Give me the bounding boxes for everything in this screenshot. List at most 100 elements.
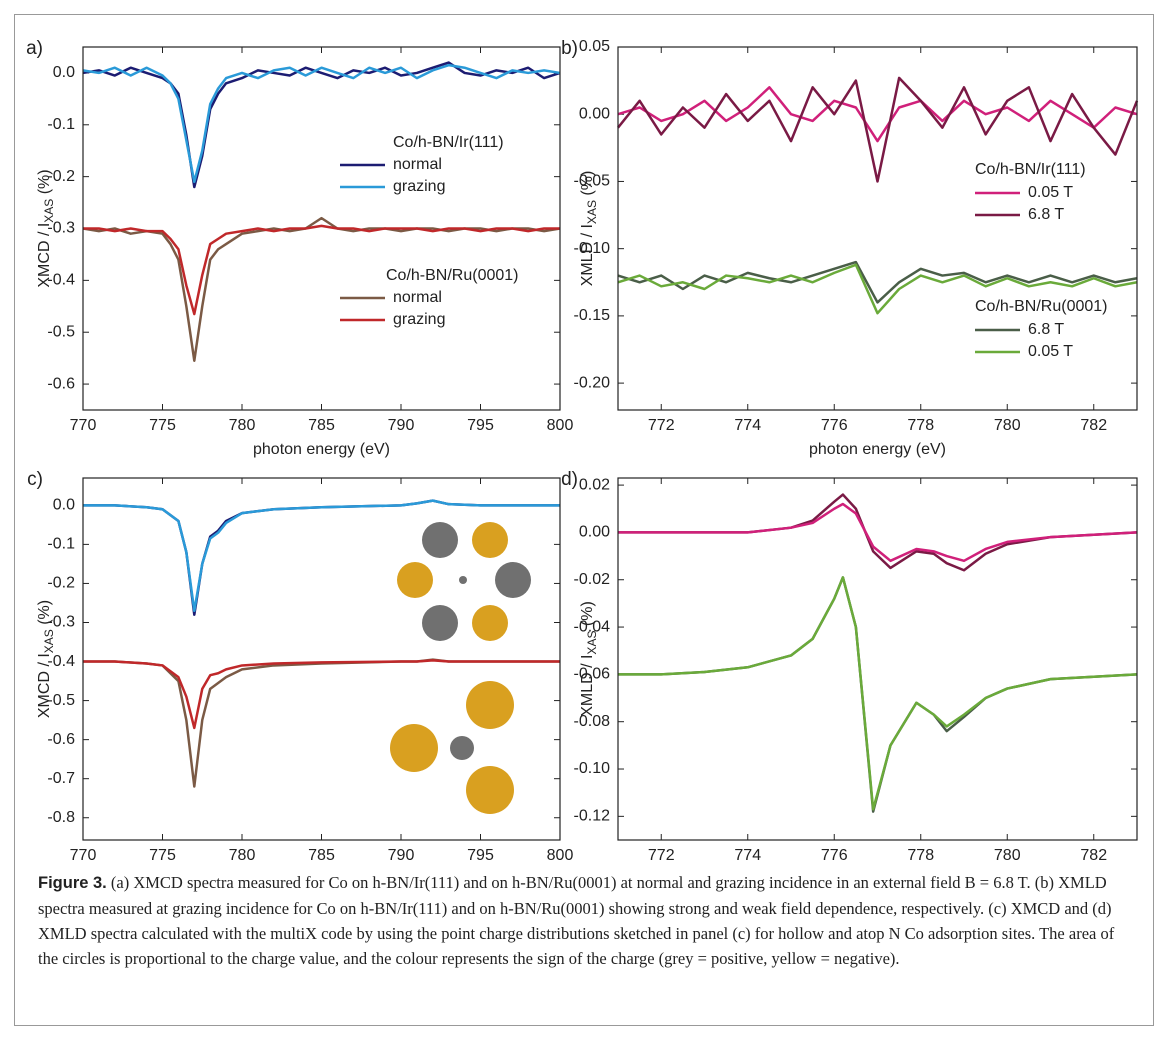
y-tick-label: -0.8 (47, 809, 75, 826)
series-line (83, 499, 560, 613)
y-tick-label: -0.02 (574, 571, 611, 588)
series-line (82, 216, 561, 362)
y-tick-label: 0.0 (53, 64, 75, 81)
caption-label: Figure 3. (38, 874, 107, 892)
y-tick-label: -0.7 (47, 770, 75, 787)
x-tick-label: 776 (821, 417, 848, 434)
x-tick-label: 780 (994, 847, 1021, 860)
series-line (82, 63, 561, 184)
y-tick-label: -0.10 (574, 760, 611, 777)
x-tick-label: 800 (547, 417, 574, 434)
figure-frame (14, 14, 1154, 1026)
legend-group-title: Co/h-BN/Ir(111) (975, 161, 1086, 178)
x-tick-label: 776 (821, 847, 848, 860)
y-tick-label: 0.00 (579, 105, 610, 122)
legend-label: normal (393, 289, 442, 306)
series-line (617, 263, 1138, 315)
x-tick-label: 770 (70, 417, 97, 434)
x-tick-label: 785 (308, 417, 335, 434)
series-line (83, 659, 560, 730)
y-axis-label-tail: (%) (36, 169, 53, 198)
charge-positive (459, 576, 467, 584)
x-tick-label: 780 (229, 417, 256, 434)
series-line (617, 86, 1138, 143)
y-tick-label: -0.3 (47, 614, 75, 631)
series-line (617, 260, 1138, 304)
y-axis-label-sub: XAS (42, 629, 56, 653)
panel-label: a) (26, 38, 43, 59)
x-tick-label: 770 (70, 847, 97, 860)
charge-positive (450, 736, 474, 760)
plot-frame (617, 477, 1138, 841)
legend-label: 6.8 T (1028, 321, 1064, 338)
y-tick-label: -0.2 (47, 168, 75, 185)
panel-label: b) (561, 38, 578, 59)
x-axis-label: photon energy (eV) (809, 441, 946, 458)
y-tick-label: 0.0 (53, 497, 75, 514)
charge-negative (466, 766, 514, 814)
legend-label: grazing (393, 311, 445, 328)
y-axis-label-tail: (%) (36, 600, 53, 629)
x-tick-label: 774 (734, 847, 761, 860)
caption-text: (a) XMCD spectra measured for Co on h-BN… (38, 873, 1115, 968)
y-axis-label-sub: XAS (585, 200, 599, 224)
y-axis-label: XMCD / IXAS (%) (36, 169, 56, 287)
panel-label: d) (561, 469, 578, 490)
y-axis-label-main: XMLD / I (579, 655, 596, 717)
y-tick-label: -0.5 (47, 692, 75, 709)
legend-label: grazing (393, 178, 445, 195)
y-tick-label: 0.00 (579, 524, 610, 541)
y-tick-label: -0.1 (47, 116, 75, 133)
y-tick-label: -0.12 (574, 808, 611, 825)
x-tick-label: 774 (734, 417, 761, 434)
y-tick-label: -0.10 (574, 240, 611, 257)
x-tick-label: 772 (648, 847, 675, 860)
y-tick-label: -0.08 (574, 713, 611, 730)
x-tick-label: 778 (907, 847, 934, 860)
y-axis-label: XMLD / IXAS (%) (579, 171, 599, 287)
x-tick-label: 790 (388, 417, 415, 434)
series-line (617, 76, 1139, 183)
plot-frame (82, 46, 561, 411)
y-tick-label: -0.15 (574, 307, 611, 324)
charge-positive (422, 522, 458, 558)
x-tick-label: 800 (547, 847, 574, 860)
y-tick-label: -0.5 (47, 323, 75, 340)
y-tick-label: -0.4 (47, 653, 75, 670)
charge-positive (422, 605, 458, 641)
charge-negative (466, 681, 514, 729)
legend-label: 6.8 T (1028, 206, 1064, 223)
y-axis-label-tail: (%) (579, 171, 596, 200)
x-axis-label: photon energy (eV) (253, 441, 390, 458)
x-tick-label: 780 (229, 847, 256, 860)
series-line (618, 576, 1138, 811)
y-axis-label: XMLD / IXAS (%) (579, 601, 599, 717)
plot-frame (82, 477, 561, 841)
series-line (618, 576, 1138, 813)
caption: Figure 3. (a) XMCD spectra measured for … (38, 870, 1138, 971)
x-tick-label: 782 (1080, 847, 1107, 860)
legend-group-title: Co/h-BN/Ir(111) (393, 134, 504, 151)
y-tick-label: 0.02 (579, 476, 610, 493)
x-tick-label: 790 (388, 847, 415, 860)
x-tick-label: 795 (467, 417, 494, 434)
series-line (83, 224, 560, 316)
x-tick-label: 795 (467, 847, 494, 860)
legend-label: normal (393, 156, 442, 173)
plot-frame (617, 46, 1138, 411)
y-axis-label: XMCD / IXAS (%) (36, 600, 56, 718)
legend-label: 0.05 T (1028, 184, 1073, 201)
y-tick-label: -0.6 (47, 375, 75, 392)
y-tick-label: -0.1 (47, 536, 75, 553)
charge-positive (495, 562, 531, 598)
y-tick-label: -0.05 (574, 173, 611, 190)
figure: a) 0.0 -0.1 -0.2 -0.3 -0.4 -0.5 -0.6 770 775 780 78… (26, 38, 1139, 860)
y-tick-label: -0.2 (47, 575, 75, 592)
charge-negative (390, 724, 438, 772)
y-tick-label: 0.05 (579, 38, 610, 55)
x-tick-label: 782 (1080, 417, 1107, 434)
legend-label: 0.05 T (1028, 343, 1073, 360)
y-tick-label: -0.06 (574, 666, 611, 683)
legend-group-title: Co/h-BN/Ru(0001) (975, 298, 1108, 315)
x-tick-label: 775 (149, 417, 176, 434)
